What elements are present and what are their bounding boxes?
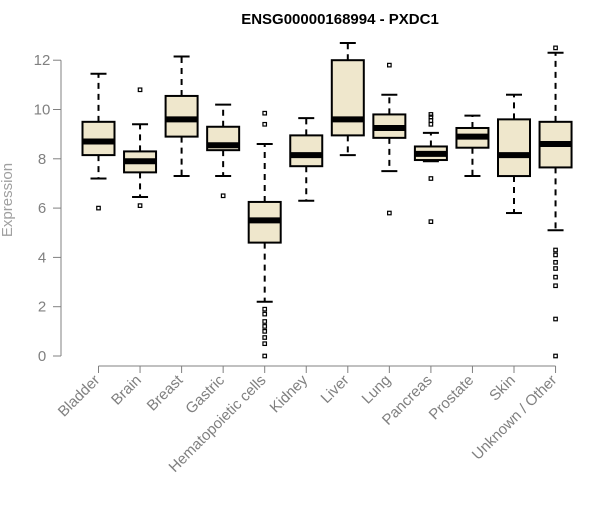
x-tick-label: Skin [486, 372, 519, 405]
outlier-point [262, 306, 268, 312]
x-tick-label: Kidney [267, 371, 312, 416]
box-iqr [81, 120, 116, 157]
outlier-point [137, 87, 143, 93]
outlier-point [553, 353, 558, 359]
outlier-point [262, 319, 268, 324]
box-unknown-other [538, 45, 573, 359]
box-brain [123, 87, 158, 208]
y-tick-label: 4 [38, 249, 46, 266]
y-axis-label: Expression [0, 163, 16, 237]
outlier-point [262, 311, 268, 317]
box-breast [164, 55, 199, 178]
outlier-point [262, 324, 268, 329]
outlier-point [553, 283, 558, 289]
box-iqr [497, 118, 531, 178]
outlier-point [262, 335, 268, 340]
box-skin [497, 93, 531, 215]
y-tick-label: 10 [34, 102, 51, 119]
box-iqr [164, 94, 199, 138]
box-bladder [81, 72, 116, 211]
outlier-point [387, 210, 392, 216]
box-prostate [455, 114, 490, 178]
y-tick-label: 6 [38, 200, 46, 217]
x-tick-label: Bladder [55, 372, 104, 421]
outlier-point [428, 112, 434, 117]
chart-title: ENSG00000168994 - PXDC1 [241, 11, 439, 28]
outlier-point [553, 247, 558, 253]
y-tick-label: 8 [38, 151, 46, 168]
outlier-point [428, 176, 434, 181]
box-series [81, 41, 573, 359]
outlier-point [428, 121, 434, 127]
outlier-point [262, 121, 268, 127]
y-tick-label: 0 [38, 348, 46, 365]
outlier-point [262, 353, 268, 359]
box-pancreas [413, 112, 448, 225]
y-tick-label: 12 [34, 52, 51, 69]
box-hematopoietic-cells [247, 110, 282, 359]
outlier-point [553, 252, 558, 258]
outlier-point [553, 266, 558, 271]
x-tick-label: Prostate [426, 372, 478, 424]
box-kidney [289, 117, 324, 202]
box-iqr [289, 134, 324, 168]
outlier-point [428, 118, 434, 123]
outlier-point [553, 316, 558, 322]
outlier-point [428, 114, 434, 120]
x-tick-label: Breast [144, 371, 187, 414]
outlier-point [220, 193, 226, 199]
outlier-point [387, 62, 392, 68]
outlier-point [553, 259, 558, 265]
outlier-point [262, 110, 268, 116]
outlier-point [96, 205, 101, 211]
x-tick-label: Lung [359, 372, 395, 408]
box-gastric [206, 103, 241, 199]
box-lung [372, 62, 407, 216]
x-tick-label: Liver [318, 372, 353, 407]
box-iqr [330, 59, 365, 137]
outlier-point [137, 203, 143, 208]
outlier-point [553, 45, 558, 51]
outlier-point [553, 274, 558, 280]
outlier-point [262, 341, 268, 347]
box-liver [330, 41, 365, 157]
y-axis: 0 2 4 6 8 10 12 [34, 52, 62, 365]
x-tick-label: Brain [108, 372, 145, 409]
y-tick-label: 2 [38, 299, 46, 316]
outlier-point [262, 329, 268, 334]
outlier-point [428, 219, 434, 225]
